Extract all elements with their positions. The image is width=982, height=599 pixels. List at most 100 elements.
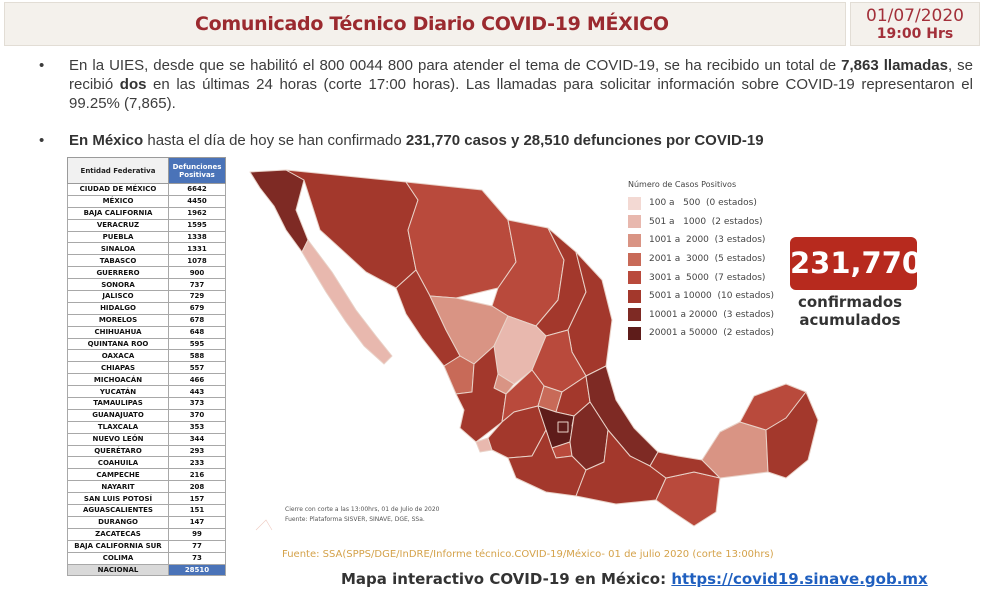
map-state-quintana-roo xyxy=(765,391,819,479)
header: Comunicado Técnico Diario COVID-19 MÉXIC… xyxy=(4,2,980,46)
table-row: DURANGO 147 xyxy=(67,515,226,529)
cases-figures: 231,770 casos y 28,510 defunciones por C… xyxy=(405,132,764,149)
state-deaths: 588 xyxy=(168,349,226,363)
state-name: CHIHUAHUA xyxy=(67,325,169,339)
state-deaths: 443 xyxy=(168,385,226,399)
state-name: YUCATÁN xyxy=(67,385,169,399)
legend-swatch xyxy=(628,289,641,303)
table-row: PUEBLA 1338 xyxy=(67,230,226,244)
interactive-map-label: Mapa interactivo COVID-19 en México: xyxy=(341,570,672,588)
state-name: VERACRUZ xyxy=(67,218,169,232)
state-name: MICHOACÁN xyxy=(67,373,169,387)
source-citation: Fuente: SSA(SPPS/DGE/InDRE/Informe técni… xyxy=(282,549,774,560)
map-note: Cierre con corte a las 13:00hrs, 01 de J… xyxy=(285,505,439,525)
table-row: OAXACA 588 xyxy=(67,349,226,363)
state-deaths: 1962 xyxy=(168,206,226,220)
state-name: TABASCO xyxy=(67,254,169,268)
legend-item: 10001 a 20000 (3 estados) xyxy=(628,306,793,325)
state-name: DURANGO xyxy=(67,515,169,529)
state-name: CIUDAD DE MÉXICO xyxy=(67,183,169,196)
state-name: NAYARIT xyxy=(67,480,169,494)
state-name: GUERRERO xyxy=(67,266,169,280)
state-deaths: 6642 xyxy=(168,183,226,196)
legend-swatch xyxy=(628,252,641,266)
bullet-dot-icon: • xyxy=(39,132,45,149)
deaths-table: Entidad Federativa Defunciones Positivas… xyxy=(67,157,226,577)
table-row: GUERRERO 900 xyxy=(67,266,226,280)
legend-item: 5001 a 10000 (10 estados) xyxy=(628,287,793,306)
state-name: QUINTANA ROO xyxy=(67,337,169,351)
map-state-baja-california xyxy=(249,169,309,253)
state-deaths: 353 xyxy=(168,420,226,434)
state-name: TLAXCALA xyxy=(67,420,169,434)
legend-swatch xyxy=(628,215,641,229)
legend-swatch xyxy=(628,326,641,340)
table-row: SINALOA 1331 xyxy=(67,242,226,256)
state-name: COLIMA xyxy=(67,551,169,565)
state-deaths: 900 xyxy=(168,266,226,280)
map-state-cdmx xyxy=(557,421,569,433)
table-row: MORELOS 678 xyxy=(67,313,226,327)
table-row: AGUASCALIENTES 151 xyxy=(67,504,226,517)
table-row: COLIMA 73 xyxy=(67,551,226,565)
state-deaths: 679 xyxy=(168,301,226,315)
state-name: PUEBLA xyxy=(67,230,169,244)
legend-item: 20001 a 50000 (2 estados) xyxy=(628,324,793,343)
state-name: CAMPECHE xyxy=(67,468,169,482)
table-row: CAMPECHE 216 xyxy=(67,468,226,482)
bullet-dot-icon: • xyxy=(39,57,45,74)
state-deaths: 73 xyxy=(168,551,226,565)
state-deaths: 216 xyxy=(168,468,226,482)
table-row: YUCATÁN 443 xyxy=(67,385,226,399)
map-note-source: Fuente: Plataforma SISVER, SINAVE, DGE, … xyxy=(285,516,425,523)
table-row: NUEVO LEÓN 344 xyxy=(67,432,226,446)
table-row: TAMAULIPAS 373 xyxy=(67,397,226,410)
map-state-guerrero xyxy=(507,429,587,497)
state-name: OAXACA xyxy=(67,349,169,363)
mexico-map xyxy=(249,169,819,531)
map-note-cutoff: Cierre con corte a las 13:00hrs, 01 de J… xyxy=(285,506,440,513)
map-state-sonora xyxy=(285,169,419,289)
state-name: CHIAPAS xyxy=(67,361,169,375)
table-row: MICHOACÁN 466 xyxy=(67,373,226,387)
table-row: QUERÉTARO 293 xyxy=(67,444,226,458)
state-deaths: 373 xyxy=(168,397,226,410)
country-name: En México xyxy=(69,132,144,149)
interactive-map-link[interactable]: https://covid19.sinave.gob.mx xyxy=(671,570,928,588)
state-deaths: 370 xyxy=(168,408,226,422)
state-deaths: 4450 xyxy=(168,194,226,208)
state-deaths: 151 xyxy=(168,504,226,517)
map-legend: Número de Casos Positivos 100 a 500 (0 e… xyxy=(628,180,793,343)
state-deaths: 157 xyxy=(168,492,226,506)
state-deaths: 293 xyxy=(168,444,226,458)
legend-item: 501 a 1000 (2 estados) xyxy=(628,213,793,232)
state-name: MORELOS xyxy=(67,313,169,327)
state-name: MÉXICO xyxy=(67,194,169,208)
state-deaths: 1078 xyxy=(168,254,226,268)
calls-24h: dos xyxy=(119,76,147,93)
table-row: SAN LUIS POTOSÍ 157 xyxy=(67,492,226,506)
page-title: Comunicado Técnico Diario COVID-19 MÉXIC… xyxy=(195,13,669,35)
map-state-chihuahua xyxy=(405,181,517,299)
state-name: BAJA CALIFORNIA SUR xyxy=(67,539,169,553)
table-row: BAJA CALIFORNIA 1962 xyxy=(67,206,226,220)
legend-swatch xyxy=(628,196,641,210)
state-deaths: 557 xyxy=(168,361,226,375)
legend-label: 1001 a 2000 (3 estados) xyxy=(649,235,766,246)
state-deaths: 595 xyxy=(168,337,226,351)
table-row: ZACATECAS 99 xyxy=(67,527,226,541)
state-deaths: 678 xyxy=(168,313,226,327)
confirmed-label: confirmados acumulados xyxy=(797,293,903,329)
state-deaths: 737 xyxy=(168,278,226,292)
state-name: JALISCO xyxy=(67,290,169,303)
table-row: CHIHUAHUA 648 xyxy=(67,325,226,339)
report-date: 01/07/2020 xyxy=(866,6,964,26)
table-row: SONORA 737 xyxy=(67,278,226,292)
state-name: BAJA CALIFORNIA xyxy=(67,206,169,220)
calls-text-3: en las últimas 24 horas (corte 17:00 hor… xyxy=(69,76,973,112)
state-deaths: 233 xyxy=(168,456,226,470)
state-deaths: 729 xyxy=(168,290,226,303)
map-state-jalisco xyxy=(455,345,507,443)
state-deaths: 77 xyxy=(168,539,226,553)
state-deaths: 1338 xyxy=(168,230,226,244)
